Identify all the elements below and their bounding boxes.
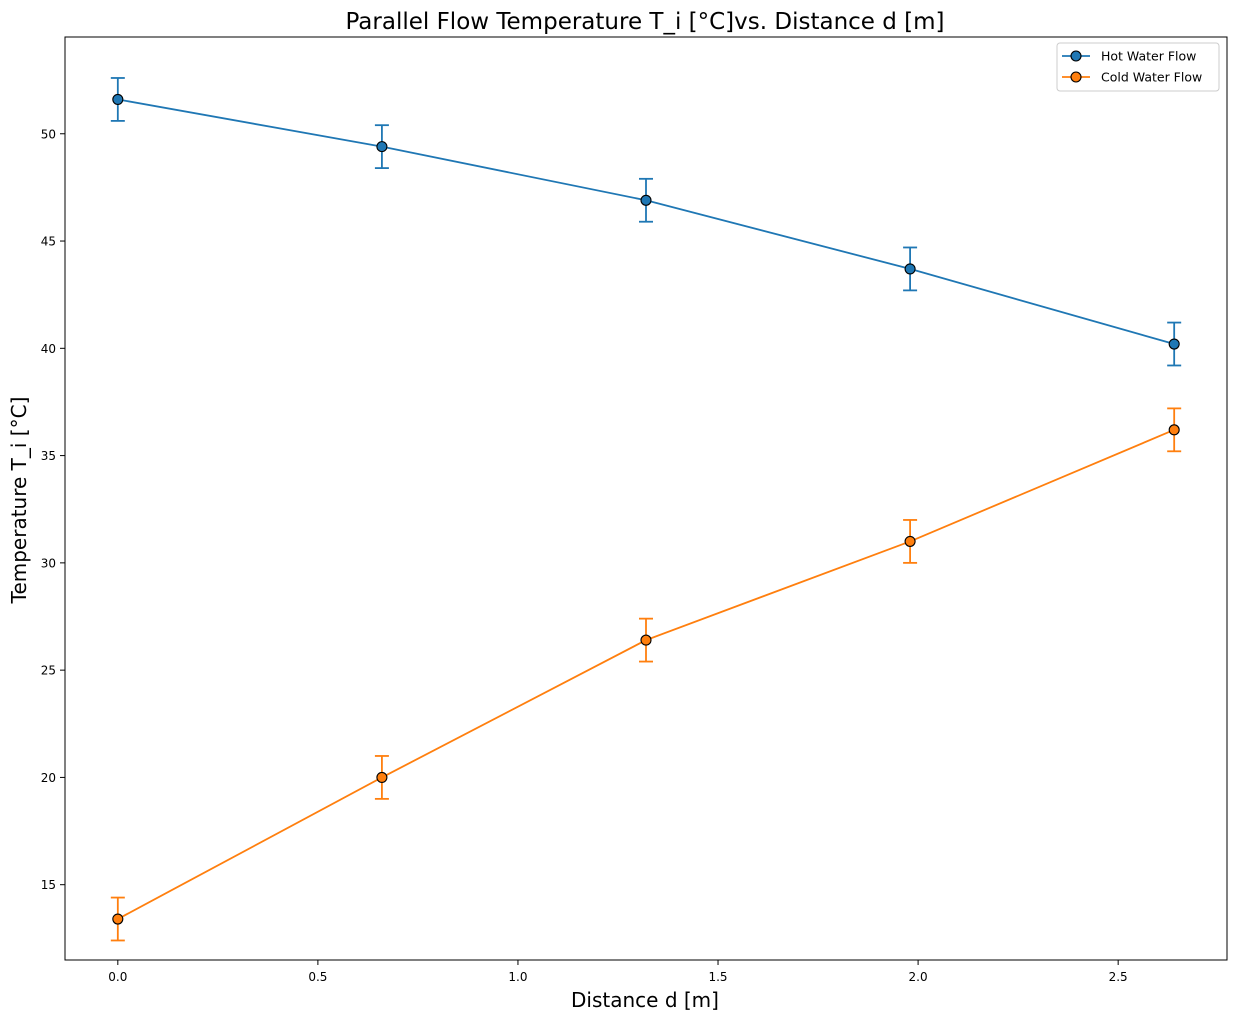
data-point bbox=[904, 263, 916, 275]
data-point bbox=[376, 141, 388, 153]
y-axis-label: Temperature T_i [°C] bbox=[7, 397, 31, 605]
series-hot-water-flow bbox=[110, 77, 1182, 367]
legend-item-hot-water-flow: Hot Water Flow bbox=[1062, 49, 1196, 64]
chart-title: Parallel Flow Temperature T_i [°C]vs. Di… bbox=[345, 9, 944, 35]
legend-label: Cold Water Flow bbox=[1101, 70, 1202, 85]
y-tick-label: 15 bbox=[41, 878, 56, 892]
x-axis-label: Distance d [m] bbox=[571, 988, 719, 1012]
data-point bbox=[640, 194, 652, 206]
data-point bbox=[112, 93, 124, 105]
y-axis: 15 20 25 30 35 40 45 50 bbox=[41, 127, 65, 892]
y-tick-label: 25 bbox=[41, 664, 56, 678]
data-point bbox=[376, 771, 388, 783]
x-tick-label: 1.5 bbox=[708, 970, 727, 984]
data-point bbox=[112, 913, 124, 925]
x-axis: 0.0 0.5 1.0 1.5 2.0 2.5 bbox=[108, 960, 1128, 984]
x-tick-label: 0.0 bbox=[108, 970, 127, 984]
data-point bbox=[904, 535, 916, 547]
y-tick-label: 20 bbox=[41, 771, 56, 785]
y-tick-label: 50 bbox=[41, 127, 56, 141]
legend-item-cold-water-flow: Cold Water Flow bbox=[1062, 70, 1202, 85]
x-tick-label: 2.0 bbox=[909, 970, 928, 984]
data-point bbox=[1168, 424, 1180, 436]
x-tick-label: 2.5 bbox=[1109, 970, 1128, 984]
y-tick-label: 35 bbox=[41, 449, 56, 463]
legend-marker bbox=[1070, 71, 1082, 83]
x-tick-label: 1.0 bbox=[508, 970, 527, 984]
data-point bbox=[640, 634, 652, 646]
y-tick-label: 30 bbox=[41, 556, 56, 570]
x-tick-label: 0.5 bbox=[308, 970, 327, 984]
legend: Hot Water Flow Cold Water Flow bbox=[1056, 42, 1220, 92]
legend-marker bbox=[1070, 50, 1082, 62]
plot-frame bbox=[64, 36, 1228, 961]
series-cold-water-flow bbox=[110, 407, 1182, 942]
y-tick-label: 40 bbox=[41, 342, 56, 356]
y-tick-label: 45 bbox=[41, 235, 56, 249]
legend-label: Hot Water Flow bbox=[1101, 49, 1196, 64]
legend-box bbox=[1056, 42, 1220, 92]
data-point bbox=[1168, 338, 1180, 350]
series-line-cold-water-flow bbox=[117, 429, 1175, 920]
plot-area bbox=[110, 77, 1182, 942]
